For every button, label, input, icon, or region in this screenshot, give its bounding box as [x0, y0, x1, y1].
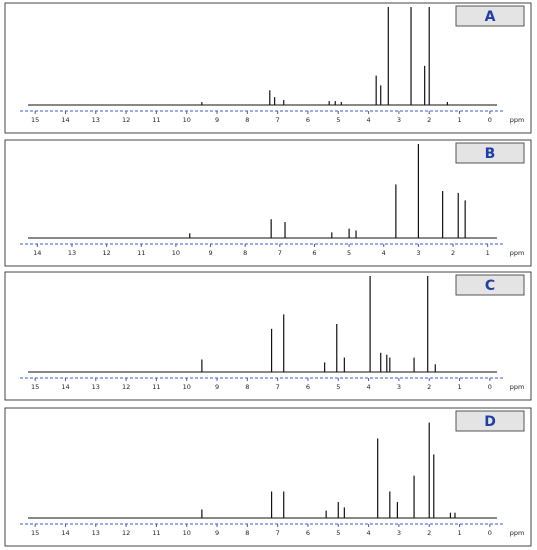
x-tick-label: 14 [61, 383, 69, 391]
panel-frame [4, 407, 532, 547]
x-tick-label: 2 [451, 249, 455, 257]
x-tick-label: 0 [488, 116, 492, 124]
x-tick-label: 9 [215, 116, 219, 124]
panel-frame [4, 2, 532, 134]
x-tick-label: 12 [122, 116, 130, 124]
x-tick-label: 11 [152, 383, 160, 391]
x-tick-label: 14 [61, 116, 69, 124]
x-tick-label: 1 [457, 383, 461, 391]
x-tick-label: 7 [276, 383, 280, 391]
panel: A15 14 13 12 11 10 9 8 7 6 5 4 3 2 1 0 ppm [4, 2, 532, 134]
x-axis-label: ppm [510, 529, 525, 537]
panel: D15 14 13 12 11 10 9 8 7 6 5 4 3 2 1 0 ppm [4, 407, 532, 547]
panel-label: C [485, 278, 495, 294]
panel-label: B [485, 146, 496, 162]
x-tick-label: 5 [347, 249, 351, 257]
x-axis-label: ppm [510, 116, 525, 124]
panel-label-box [455, 5, 525, 27]
x-tick-label: 0 [488, 529, 492, 537]
panel-label-box [455, 274, 525, 296]
x-tick-label: 3 [397, 383, 401, 391]
x-tick-label: 1 [486, 249, 490, 257]
x-tick-label: 14 [33, 249, 41, 257]
x-tick-label: 6 [306, 116, 310, 124]
x-tick-label: 0 [488, 383, 492, 391]
x-tick-label: 3 [397, 529, 401, 537]
x-tick-label: 8 [245, 116, 249, 124]
x-tick-label: 8 [245, 529, 249, 537]
x-tick-label: 9 [208, 249, 212, 257]
panel-label-box [455, 410, 525, 432]
x-tick-label: 11 [152, 529, 160, 537]
x-tick-label: 12 [122, 383, 130, 391]
x-tick-label: 5 [336, 529, 340, 537]
x-tick-label: 13 [68, 249, 76, 257]
panel: C15 14 13 12 11 10 9 8 7 6 5 4 3 2 1 0 ppm [4, 271, 532, 401]
x-tick-label: 6 [306, 383, 310, 391]
x-tick-label: 3 [397, 116, 401, 124]
x-tick-label: 5 [336, 383, 340, 391]
x-tick-label: 10 [183, 116, 191, 124]
x-tick-label: 2 [427, 383, 431, 391]
x-tick-label: 13 [92, 383, 100, 391]
x-tick-label: 7 [278, 249, 282, 257]
x-tick-label: 12 [102, 249, 110, 257]
x-tick-label: 8 [245, 383, 249, 391]
x-tick-label: 1 [457, 116, 461, 124]
x-tick-label: 11 [137, 249, 145, 257]
x-tick-label: 5 [336, 116, 340, 124]
x-tick-label: 7 [276, 116, 280, 124]
x-tick-label: 4 [367, 383, 371, 391]
panel-label: A [485, 9, 496, 25]
x-tick-label: 6 [312, 249, 316, 257]
x-tick-label: 4 [367, 529, 371, 537]
x-tick-label: 10 [183, 383, 191, 391]
x-tick-label: 9 [215, 383, 219, 391]
x-axis-label: ppm [510, 249, 525, 257]
x-tick-label: 3 [416, 249, 420, 257]
x-tick-label: 8 [243, 249, 247, 257]
x-tick-label: 7 [276, 529, 280, 537]
panel-label: D [484, 414, 496, 430]
x-tick-label: 4 [367, 116, 371, 124]
x-tick-label: 10 [172, 249, 180, 257]
x-tick-label: 12 [122, 529, 130, 537]
x-tick-label: 15 [31, 529, 39, 537]
x-tick-label: 6 [306, 529, 310, 537]
x-tick-label: 15 [31, 383, 39, 391]
x-tick-label: 2 [427, 116, 431, 124]
panel-label-box [455, 142, 525, 164]
x-tick-label: 4 [382, 249, 386, 257]
x-tick-label: 9 [215, 529, 219, 537]
x-tick-label: 10 [183, 529, 191, 537]
x-axis-label: ppm [510, 383, 525, 391]
x-tick-label: 2 [427, 529, 431, 537]
x-tick-label: 14 [61, 529, 69, 537]
x-tick-label: 1 [457, 529, 461, 537]
x-tick-label: 13 [92, 529, 100, 537]
x-tick-label: 13 [92, 116, 100, 124]
x-tick-label: 15 [31, 116, 39, 124]
x-tick-label: 11 [152, 116, 160, 124]
panel-frame [4, 139, 532, 267]
panel: B 14 13 12 11 10 9 8 7 6 5 4 3 2 1 ppm [4, 139, 532, 267]
panel-frame [4, 271, 532, 401]
